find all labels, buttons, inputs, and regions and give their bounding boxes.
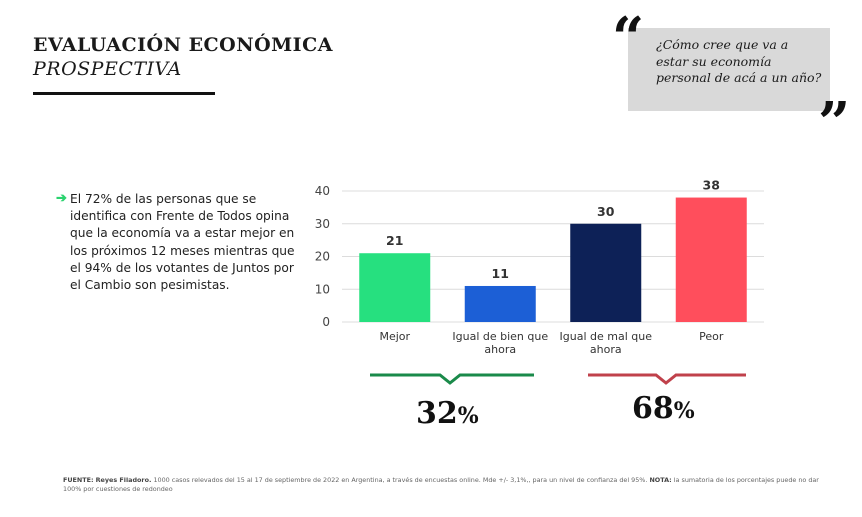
- negative-bracket: [588, 373, 746, 385]
- data-label: 11: [492, 266, 509, 281]
- data-label: 21: [386, 233, 403, 248]
- negative-total: 68%: [632, 391, 695, 426]
- positive-total-symbol: %: [457, 403, 479, 429]
- positive-total-number: 32: [416, 396, 458, 431]
- question-box: [628, 28, 830, 111]
- footer-source-text: 1000 casos relevados del 15 al 17 de sep…: [153, 476, 648, 484]
- footer-note: FUENTE: Reyes Filadoro. 1000 casos relev…: [63, 476, 838, 493]
- x-category-label: Igual de bien que: [452, 330, 548, 343]
- y-tick-label: 10: [315, 282, 330, 296]
- positive-bracket: [370, 373, 534, 385]
- insight-text: El 72% de las personas que se identifica…: [70, 192, 295, 293]
- bar-4: [675, 197, 747, 322]
- title-block: EVALUACIÓN ECONÓMICA PROSPECTIVA: [33, 34, 333, 80]
- x-category-label: Mejor: [379, 330, 410, 343]
- y-tick-label: 40: [315, 184, 330, 198]
- negative-bracket-line: [588, 373, 746, 385]
- x-category-label: ahora: [484, 343, 516, 356]
- footer-source-label: FUENTE:: [63, 476, 94, 484]
- negative-total-number: 68: [632, 391, 674, 426]
- y-tick-label: 0: [322, 315, 330, 329]
- data-label: 30: [597, 204, 615, 219]
- footer-note-text: la sumatoria de los porcentajes puede no…: [63, 476, 819, 493]
- title-underline: [33, 92, 215, 95]
- bar-1: [359, 253, 431, 322]
- footer-note-label: NOTA:: [649, 476, 672, 484]
- y-tick-label: 30: [315, 217, 330, 231]
- open-quote-icon: “: [612, 5, 645, 71]
- negative-total-symbol: %: [673, 398, 695, 424]
- x-category-label: Igual de mal que: [560, 330, 653, 343]
- data-label: 38: [703, 178, 720, 193]
- footer-source-name: Reyes Filadoro.: [95, 476, 152, 484]
- x-category-label: ahora: [590, 343, 622, 356]
- x-category-label: Peor: [699, 330, 724, 343]
- positive-total: 32%: [416, 396, 479, 431]
- y-tick-label: 20: [315, 250, 330, 264]
- page-subtitle: PROSPECTIVA: [33, 58, 182, 80]
- arrow-right-icon: ➔: [56, 190, 67, 205]
- question-text: ¿Cómo cree que va a estar su economía pe…: [656, 37, 822, 85]
- bar-2: [464, 285, 536, 322]
- close-quote-icon: ”: [818, 90, 851, 156]
- positive-bracket-line: [370, 373, 534, 385]
- insight-bullet: El 72% de las personas que se identifica…: [56, 191, 296, 294]
- bar-3: [570, 223, 642, 322]
- page-title: EVALUACIÓN ECONÓMICA: [33, 34, 333, 56]
